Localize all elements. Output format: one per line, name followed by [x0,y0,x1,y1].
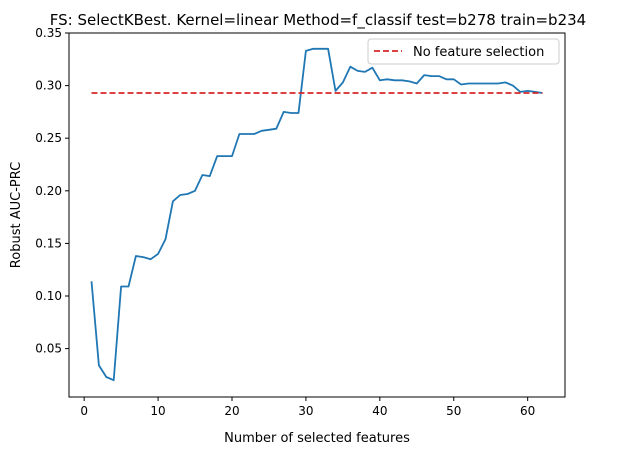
y-tick-label: 0.10 [35,289,62,303]
x-tick-label: 10 [150,404,165,418]
y-tick-label: 0.30 [35,79,62,93]
x-axis-label: Number of selected features [224,431,410,446]
x-tick-label: 0 [80,404,88,418]
x-tick-label: 50 [446,404,461,418]
legend-box [367,38,560,65]
axis-ticks: 0 10 20 30 40 50 60 0.05 0.10 0.15 0.20 0.25 0.30 0.3… [35,26,535,418]
legend: No feature selection [367,38,560,65]
y-tick-label: 0.35 [35,26,62,40]
chart-title: FS: SelectKBest. Kernel=linear Method=f_… [50,11,586,30]
x-tick-label: 20 [224,404,239,418]
y-tick-label: 0.15 [35,236,62,250]
y-tick-label: 0.05 [35,342,62,356]
plot-frame [68,32,566,398]
series-line-robust-auc-prc [90,47,543,382]
y-tick-label: 0.20 [35,184,62,198]
legend-label-no-feature-selection: No feature selection [413,45,544,60]
plot-area [69,33,565,397]
x-tick-label: 60 [520,404,535,418]
y-tick-label: 0.25 [35,131,62,145]
x-tick-label: 40 [372,404,387,418]
x-tick-label: 30 [298,404,313,418]
series-layer [90,47,543,382]
y-axis-label: Robust AUC-PRC [9,162,24,268]
